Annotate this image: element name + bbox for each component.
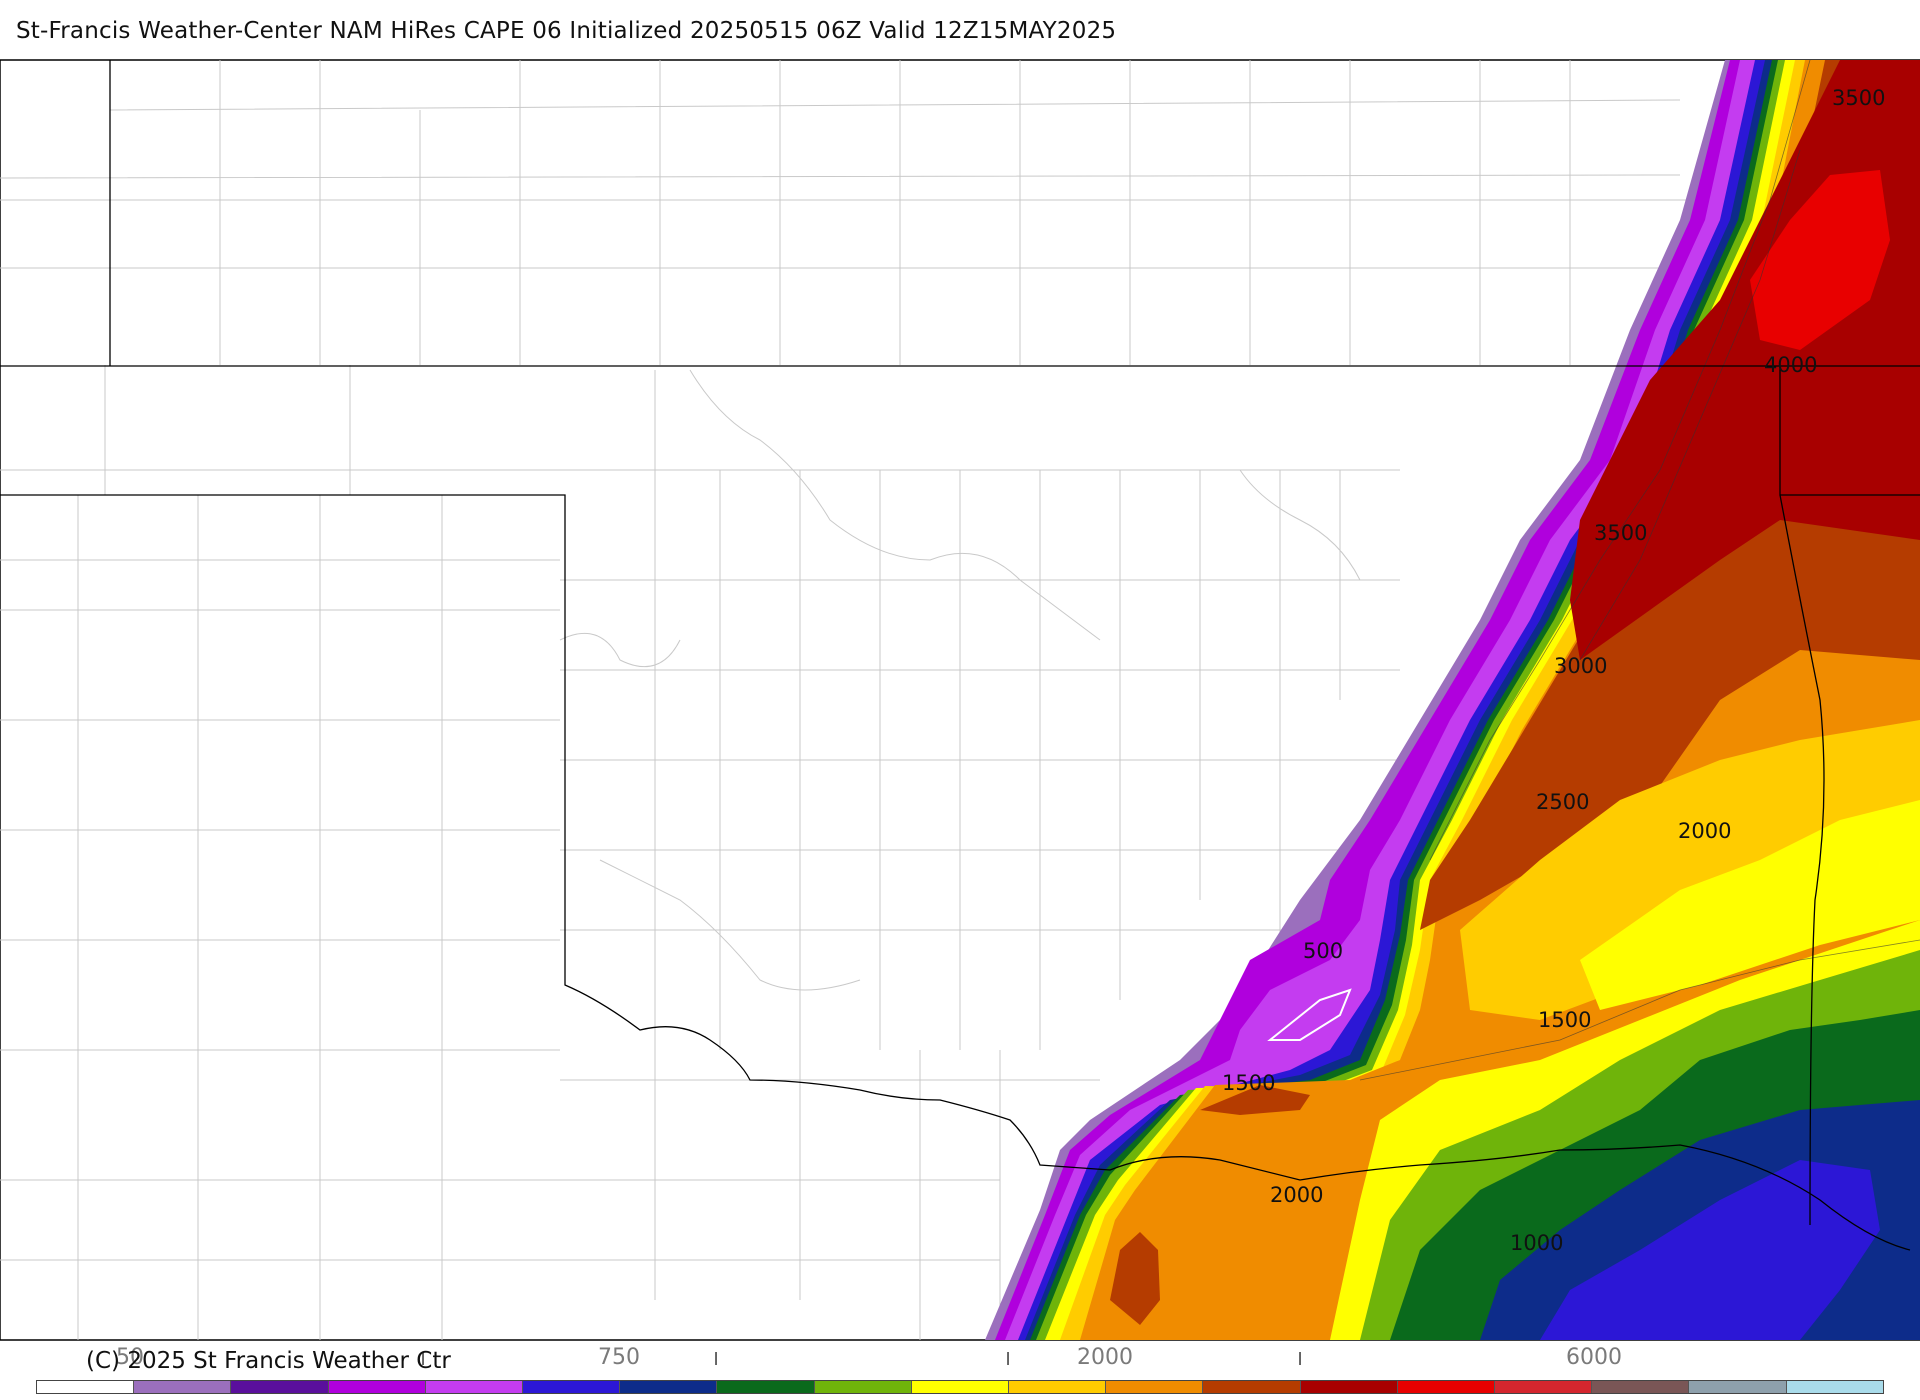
contour-label: 500 bbox=[1303, 939, 1343, 963]
state-borders bbox=[0, 60, 1920, 1251]
band-2000-central bbox=[1580, 800, 1920, 1010]
colorbar-tick-label: I bbox=[1005, 1349, 1011, 1370]
contour-label: 4000 bbox=[1764, 353, 1817, 377]
colorbar-segment bbox=[37, 1381, 135, 1393]
contour-label: 3500 bbox=[1594, 521, 1647, 545]
contour-lines bbox=[1359, 59, 1920, 1081]
colorbar-segment bbox=[1300, 1381, 1398, 1393]
colorbar-segment bbox=[1009, 1381, 1107, 1393]
colorbar-segment bbox=[911, 1381, 1010, 1393]
colorbar-tick-label: 50 bbox=[116, 1345, 144, 1370]
colorbar-tick-label: I bbox=[420, 1349, 426, 1370]
colorbar-tick-label: 2000 bbox=[1077, 1345, 1133, 1370]
colorbar-tick-label: I bbox=[713, 1349, 719, 1370]
colorbar-segment bbox=[1495, 1381, 1593, 1393]
colorbar-segment bbox=[1786, 1381, 1883, 1393]
colorbar-segment bbox=[328, 1381, 426, 1393]
colorbar-segment bbox=[1397, 1381, 1496, 1393]
band-4000 bbox=[1750, 170, 1890, 350]
colorbar-segment bbox=[425, 1381, 524, 1393]
contour-label: 3000 bbox=[1554, 654, 1607, 678]
lake-hole bbox=[1267, 988, 1352, 1041]
small-2500-patch bbox=[1110, 1232, 1160, 1325]
contour-label: 3500 bbox=[1832, 86, 1885, 110]
contour-label: 2000 bbox=[1678, 819, 1731, 843]
map-title: St-Francis Weather-Center NAM HiRes CAPE… bbox=[16, 18, 1117, 44]
band-south-1000 bbox=[1540, 1160, 1880, 1340]
colorbar-segment bbox=[134, 1381, 232, 1393]
copyright-credit: (C) 2025 St Francis Weather Ctr bbox=[86, 1348, 451, 1374]
colorbar-tick-label: 6000 bbox=[1566, 1345, 1622, 1370]
colorbar-segment bbox=[620, 1381, 718, 1393]
colorbar-segment bbox=[1203, 1381, 1301, 1393]
contour-label: 1500 bbox=[1222, 1071, 1275, 1095]
contour-labels: 3500 4000 3500 3000 2500 2000 500 1500 1… bbox=[1222, 86, 1885, 1255]
contour-label: 2000 bbox=[1270, 1183, 1323, 1207]
colorbar-segment bbox=[231, 1381, 329, 1393]
colorbar-segment bbox=[717, 1381, 815, 1393]
colorbar-segment bbox=[523, 1381, 621, 1393]
band-2250-central bbox=[1460, 720, 1920, 1020]
colorbar-tick-label: 750 bbox=[598, 1345, 640, 1370]
small-2500-patch-2 bbox=[1200, 1085, 1310, 1115]
cape-shading bbox=[985, 60, 1920, 1340]
colorbar-segment bbox=[1106, 1381, 1204, 1393]
colorbar-segment bbox=[1592, 1381, 1690, 1393]
colorbar-segment bbox=[1689, 1381, 1787, 1393]
cape-colorbar bbox=[36, 1380, 1884, 1394]
colorbar-segment bbox=[814, 1381, 912, 1393]
contour-label: 2500 bbox=[1536, 790, 1589, 814]
contour-label: 1000 bbox=[1510, 1231, 1563, 1255]
colorbar-tick-label: I bbox=[1297, 1349, 1303, 1370]
contour-label: 1500 bbox=[1538, 1008, 1591, 1032]
